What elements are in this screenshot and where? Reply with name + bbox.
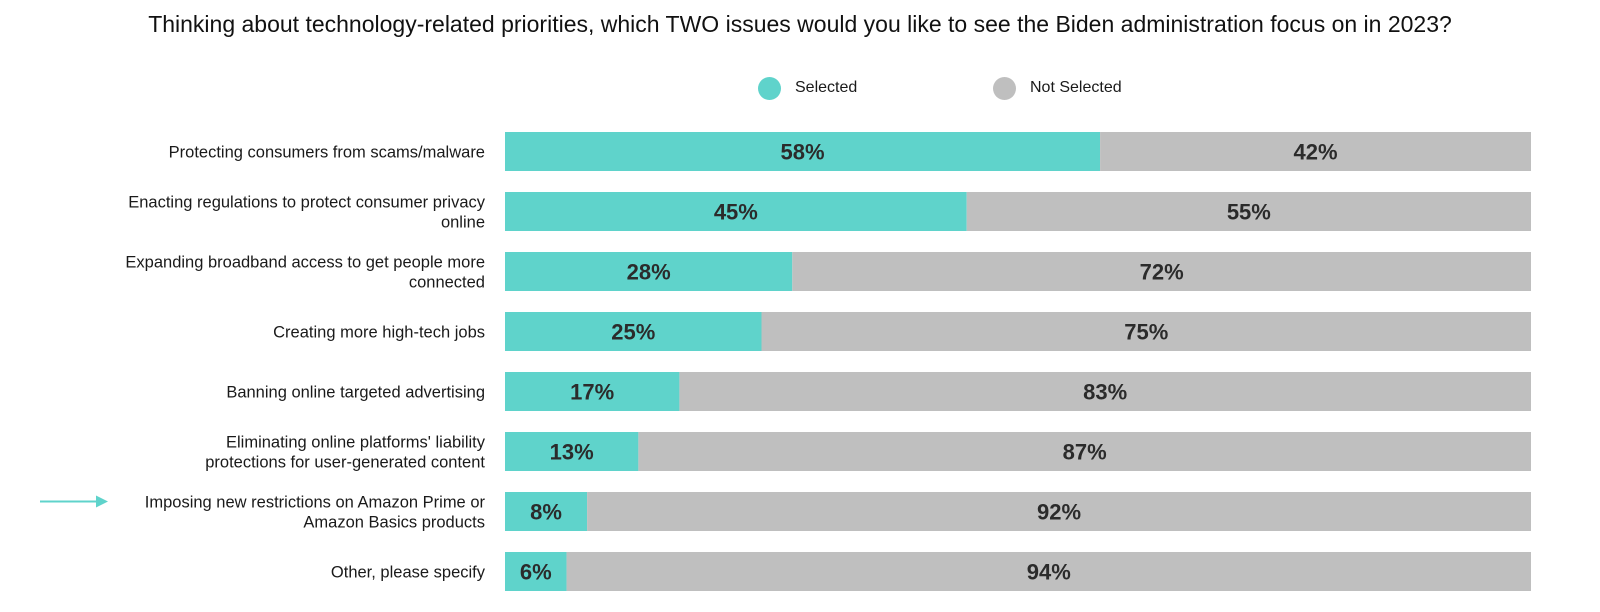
bar-not-selected <box>966 192 1531 231</box>
category-label: Expanding broadband access to get people… <box>125 254 485 292</box>
bar-selected <box>505 192 967 231</box>
category-label: Other, please specify <box>331 564 486 582</box>
bar-label-not-selected: 87% <box>1063 440 1107 465</box>
category-label-line: online <box>441 214 485 232</box>
legend-item-selected: Selected <box>758 76 858 100</box>
category-label-line: Other, please specify <box>331 564 486 582</box>
legend-item-not-selected: Not Selected <box>993 76 1122 100</box>
bar-not-selected <box>638 432 1531 471</box>
legend-label-selected: Selected <box>795 79 858 96</box>
category-label: Eliminating online platforms' liability p… <box>205 434 486 472</box>
legend-swatch-not-selected <box>993 76 1016 100</box>
category-label-line: Banning online targeted advertising <box>226 384 485 402</box>
bar-label-selected: 58% <box>781 140 825 165</box>
bar-not-selected <box>792 252 1531 291</box>
bar-label-selected: 8% <box>530 500 562 525</box>
bar-not-selected <box>1100 132 1531 171</box>
highlight-arrow-head <box>96 495 108 508</box>
category-label-line: Expanding broadband access to get people… <box>125 254 485 272</box>
category-label-line: Protecting consumers from scams/malware <box>169 144 485 162</box>
bar-label-not-selected: 94% <box>1027 560 1071 585</box>
bar-selected <box>505 132 1101 171</box>
bar-label-not-selected: 83% <box>1083 380 1127 405</box>
category-label-line: Imposing new restrictions on Amazon Prim… <box>145 494 486 512</box>
bar-label-not-selected: 42% <box>1294 140 1338 165</box>
category-label-line: Amazon Basics products <box>303 514 485 532</box>
category-label: Banning online targeted advertising <box>226 384 485 402</box>
bar-label-not-selected: 72% <box>1140 260 1184 285</box>
category-label: Protecting consumers from scams/malware <box>169 144 485 162</box>
bar-selected <box>505 492 588 531</box>
bar-label-selected: 45% <box>714 200 758 225</box>
category-label-line: connected <box>409 274 485 292</box>
bar-selected <box>505 552 567 591</box>
category-label-line: Enacting regulations to protect consumer… <box>128 194 486 212</box>
bar-not-selected <box>679 372 1531 411</box>
legend-swatch-selected <box>758 76 781 100</box>
bar-selected <box>505 432 639 471</box>
chart-title: Thinking about technology-related priori… <box>148 11 1452 37</box>
category-label: Creating more high-tech jobs <box>273 324 485 342</box>
bar-label-selected: 13% <box>550 440 594 465</box>
bar-not-selected <box>761 312 1531 351</box>
category-label-line: Creating more high-tech jobs <box>273 324 485 342</box>
bar-label-selected: 25% <box>611 320 655 345</box>
bar-selected <box>505 372 680 411</box>
bar-selected <box>505 312 762 351</box>
category-label: Imposing new restrictions on Amazon Prim… <box>145 494 486 532</box>
bar-not-selected <box>566 552 1531 591</box>
bar-selected <box>505 252 793 291</box>
bar-label-not-selected: 55% <box>1227 200 1271 225</box>
category-label: Enacting regulations to protect consumer… <box>128 194 486 232</box>
legend-label-not-selected: Not Selected <box>1030 79 1122 96</box>
bar-label-not-selected: 92% <box>1037 500 1081 525</box>
category-label-line: Eliminating online platforms' liability <box>226 434 486 452</box>
bar-label-selected: 6% <box>520 560 552 585</box>
bar-label-selected: 17% <box>570 380 614 405</box>
bar-label-selected: 28% <box>627 260 671 285</box>
category-label-line: protections for user-generated content <box>205 454 485 472</box>
bar-not-selected <box>587 492 1531 531</box>
bar-label-not-selected: 75% <box>1124 320 1168 345</box>
